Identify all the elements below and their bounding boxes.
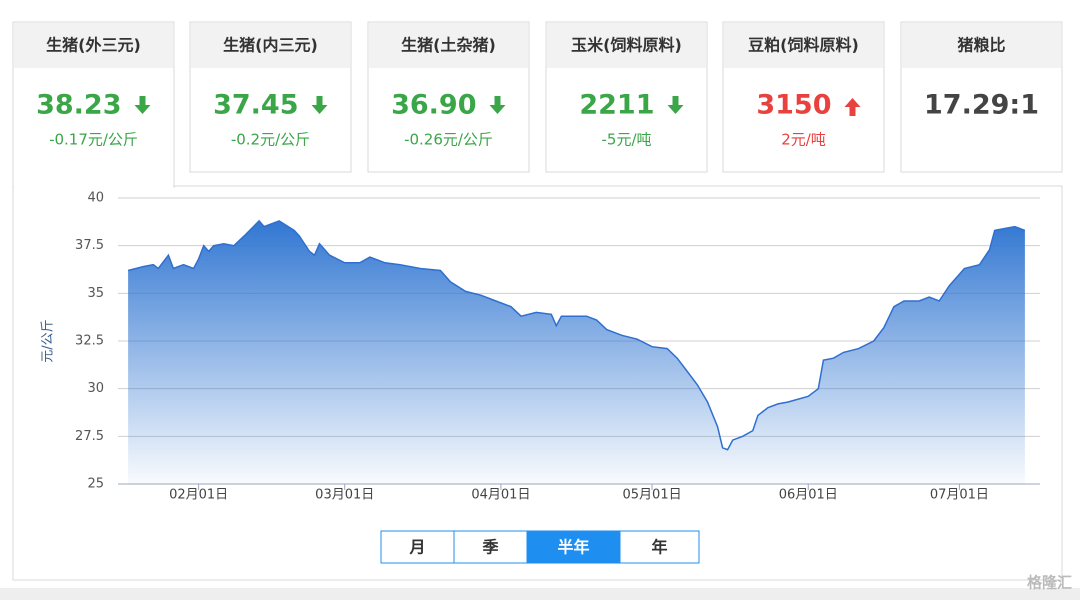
- card-change: -0.2元/公斤: [231, 131, 310, 149]
- x-tick-label: 07月01日: [930, 488, 989, 503]
- x-tick-label: 06月01日: [779, 488, 838, 503]
- trend-arrow: [844, 98, 861, 116]
- card-change: -0.17元/公斤: [49, 131, 138, 149]
- card-value: 3150: [756, 90, 831, 121]
- card-header: [902, 23, 1061, 68]
- bottom-strip: [0, 588, 1080, 600]
- card-title: 猪粮比: [956, 36, 1005, 55]
- area: [128, 220, 1025, 484]
- card-value: 2211: [579, 90, 654, 121]
- period-tab-label: 季: [481, 538, 499, 557]
- x-tick-label: 05月01日: [623, 488, 682, 503]
- card-value: 37.45: [213, 90, 298, 121]
- x-tick-label: 02月01日: [169, 488, 228, 503]
- card-value: 17.29:1: [924, 90, 1039, 121]
- line: [127, 219, 1026, 451]
- y-tick-label: 37.5: [75, 238, 104, 253]
- trend-arrow: [667, 96, 684, 114]
- period-tab-label: 半年: [557, 538, 589, 557]
- card-change: 2元/吨: [781, 131, 826, 149]
- card-header: [14, 23, 173, 68]
- card-header: [547, 23, 706, 68]
- card-title: 生猪(土杂猪): [401, 36, 496, 55]
- watermark: 格隆汇: [1027, 574, 1072, 592]
- card-title: 生猪(内三元): [223, 36, 318, 55]
- period-tab-label: 月: [408, 538, 425, 557]
- y-tick-label: 40: [87, 191, 104, 206]
- card-change: -0.26元/公斤: [404, 131, 493, 149]
- card-header: [191, 23, 350, 68]
- period-tab[interactable]: [380, 530, 455, 564]
- trend-arrow: [489, 96, 506, 114]
- y-tick-label: 35: [87, 286, 104, 301]
- card-header: [724, 23, 883, 68]
- period-tab-label: 年: [651, 538, 667, 557]
- x-tick-label: 04月01日: [471, 488, 530, 503]
- x-tick-label: 03月01日: [315, 488, 374, 503]
- y-tick-label: 27.5: [75, 429, 104, 444]
- y-axis-label: 元/公斤: [41, 319, 56, 362]
- y-tick-label: 30: [87, 381, 104, 396]
- trend-arrow: [134, 96, 151, 114]
- card-join: [14, 183, 173, 189]
- period-tab[interactable]: [526, 530, 621, 564]
- y-tick-label: 32.5: [75, 334, 104, 349]
- card-header: [369, 23, 528, 68]
- period-tab[interactable]: [619, 530, 700, 564]
- card-value: 36.90: [391, 90, 476, 121]
- card-title: 生猪(外三元): [46, 36, 141, 55]
- card-title: 豆粕(饲料原料): [748, 36, 859, 55]
- period-tab[interactable]: [453, 530, 528, 564]
- y-tick-label: 25: [87, 477, 104, 492]
- card-title: 玉米(饲料原料): [571, 36, 682, 55]
- card-value: 38.23: [36, 90, 121, 121]
- card-change: -5元/吨: [601, 131, 651, 149]
- trend-arrow: [311, 96, 328, 114]
